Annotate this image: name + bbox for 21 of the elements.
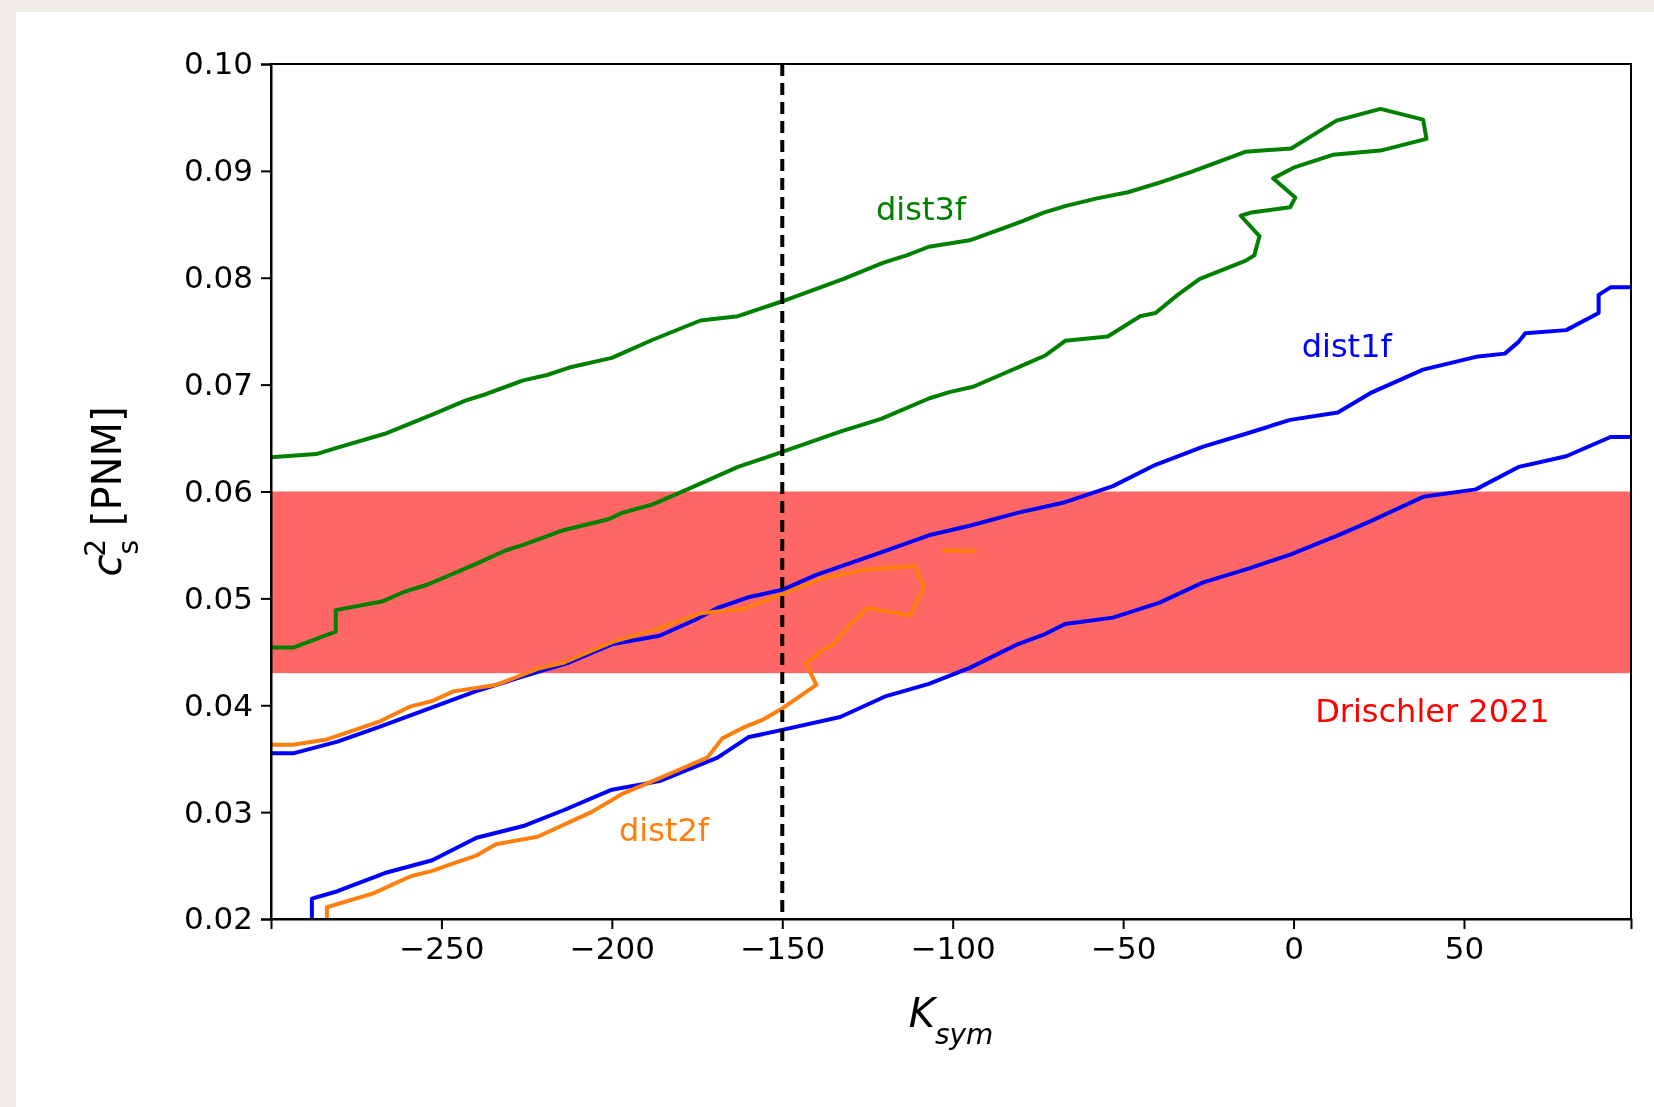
x-tick-label: −100 bbox=[910, 930, 996, 967]
y-tick-label: 0.02 bbox=[183, 900, 253, 937]
series-label: dist2f bbox=[619, 810, 710, 849]
y-tick-label: 0.09 bbox=[183, 152, 253, 189]
y-tick-label: 0.03 bbox=[183, 793, 253, 830]
x-tick-label: −250 bbox=[399, 930, 485, 967]
x-tick-label: −150 bbox=[740, 930, 826, 967]
y-tick-label: 0.08 bbox=[183, 259, 253, 296]
series-label: dist3f bbox=[876, 190, 967, 229]
y-tick-label: 0.04 bbox=[183, 686, 253, 723]
y-tick-label: 0.10 bbox=[183, 45, 253, 82]
series-label: dist1f bbox=[1301, 326, 1393, 365]
y-tick-label: 0.05 bbox=[183, 579, 253, 616]
band-label: Drischler 2021 bbox=[1315, 691, 1550, 730]
x-axis-title: K$_{sym}$ bbox=[908, 990, 994, 1051]
x-tick-label: 0 bbox=[1284, 930, 1304, 967]
x-tick-label: 50 bbox=[1444, 930, 1485, 967]
y-tick-label: 0.06 bbox=[183, 472, 253, 509]
x-tick-label: −50 bbox=[1090, 930, 1157, 967]
x-tick-label: −200 bbox=[569, 930, 655, 967]
y-tick-label: 0.07 bbox=[183, 366, 253, 403]
